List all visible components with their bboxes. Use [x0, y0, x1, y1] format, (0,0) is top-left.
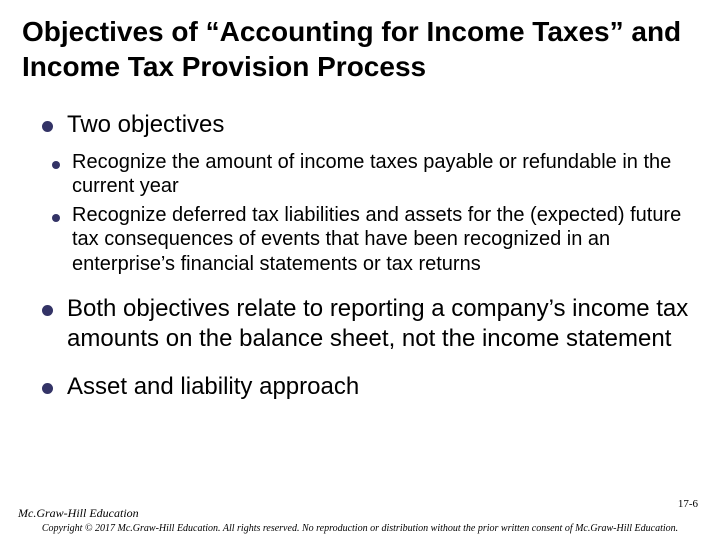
list-item: Both objectives relate to reporting a co…	[42, 294, 698, 354]
list-item-text: Two objectives	[67, 110, 224, 140]
slide-title: Objectives of “Accounting for Income Tax…	[22, 14, 698, 84]
list-item: Recognize deferred tax liabilities and a…	[52, 203, 698, 276]
list-item: Recognize the amount of income taxes pay…	[52, 150, 698, 199]
bullet-icon	[42, 119, 53, 137]
list-item-text: Both objectives relate to reporting a co…	[67, 294, 698, 354]
bullet-icon	[42, 381, 53, 399]
list-item-text: Recognize the amount of income taxes pay…	[72, 150, 698, 199]
publisher-text: Mc.Graw-Hill Education	[18, 506, 702, 521]
bullet-icon	[42, 303, 53, 321]
list-item-text: Recognize deferred tax liabilities and a…	[72, 203, 698, 276]
slide: Objectives of “Accounting for Income Tax…	[0, 0, 720, 540]
list-item: Asset and liability approach	[42, 372, 698, 402]
content-area: Two objectives Recognize the amount of i…	[22, 110, 698, 402]
bullet-icon	[52, 156, 60, 174]
list-item: Two objectives	[42, 110, 698, 140]
sub-list: Recognize the amount of income taxes pay…	[52, 150, 698, 276]
footer: Mc.Graw-Hill Education Copyright © 2017 …	[0, 506, 720, 535]
list-item-text: Asset and liability approach	[67, 372, 359, 402]
copyright-text: Copyright © 2017 Mc.Graw-Hill Education.…	[18, 523, 702, 535]
bullet-icon	[52, 209, 60, 227]
